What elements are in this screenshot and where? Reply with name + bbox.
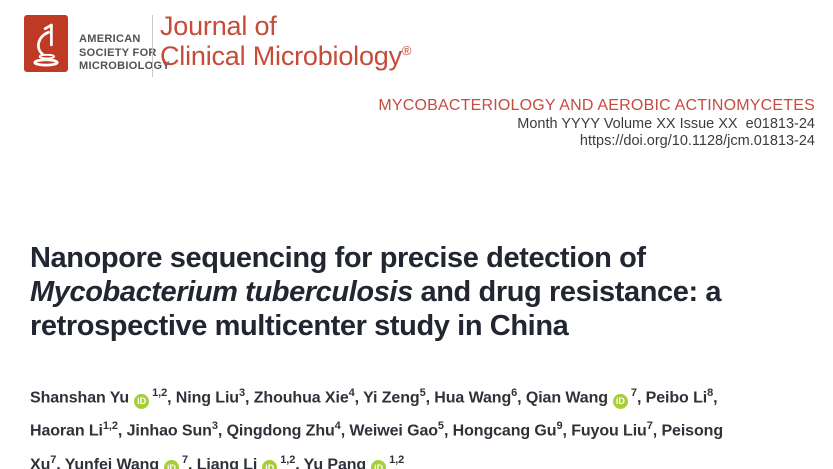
title-line: retrospective multicenter study in China [30, 309, 721, 343]
author-name[interactable]: Hongcang Gu [452, 422, 557, 440]
journal-title[interactable]: Journal of Clinical Microbiology® [160, 11, 411, 71]
asm-logo[interactable] [24, 15, 68, 72]
title-segment: retrospective multicenter study in China [30, 310, 569, 342]
author-name[interactable]: Fuyou Liu [571, 422, 647, 440]
author-separator: , [56, 455, 65, 469]
author-line: Haoran Li1,2, Jinhao Sun3, Qingdong Zhu4… [30, 412, 825, 445]
brand-divider [152, 15, 153, 77]
author-name[interactable]: Qingdong Zhu [226, 422, 335, 440]
author-name[interactable]: Yu Pang [303, 455, 367, 469]
journal-title-line1: Journal of [160, 11, 277, 41]
issue-citation: Month YYYY Volume XX Issue XX e01813-24 [517, 116, 815, 132]
author-separator: , [188, 455, 197, 469]
author-name[interactable]: Shanshan Yu [30, 389, 130, 407]
author-line: Xu7, Yunfei Wang iD7, Liang Li iD1,2, Yu P… [30, 446, 825, 469]
author-name[interactable]: Yi Zeng [363, 389, 420, 407]
affiliation-superscript: 7 [630, 387, 637, 399]
author-name[interactable]: Hua Wang [434, 389, 512, 407]
author-separator: , [245, 389, 254, 407]
author-name[interactable]: Peibo Li [645, 389, 708, 407]
asm-wordmark-line: SOCIETY FOR [79, 46, 157, 59]
title-segment: Nanopore sequencing for precise detectio… [30, 242, 646, 274]
affiliation-superscript: 1,2 [102, 420, 118, 433]
affiliation-superscript: 4 [348, 387, 355, 399]
title-italic-segment: Mycobacterium tuberculosis [30, 276, 413, 308]
microscope-icon [33, 23, 59, 66]
author-separator: , [517, 389, 526, 407]
author-name[interactable]: Zhouhua Xie [253, 389, 349, 407]
registered-trademark: ® [401, 43, 412, 58]
affiliation-superscript: 6 [511, 387, 518, 399]
author-separator: , [443, 422, 453, 440]
author-separator: , [713, 389, 718, 407]
affiliation-superscript: 1,2 [280, 453, 296, 466]
asm-wordmark-line: AMERICAN [79, 33, 141, 45]
orcid-icon[interactable]: iD [164, 460, 179, 469]
section-heading[interactable]: MYCOBACTERIOLOGY AND AEROBIC ACTINOMYCET… [378, 97, 815, 114]
affiliation-superscript: 1,2 [152, 387, 168, 399]
author-separator: , [354, 389, 364, 407]
author-name[interactable]: Xu [30, 455, 51, 469]
affiliation-superscript: 1,2 [389, 453, 405, 466]
asm-wordmark: AMERICAN SOCIETY FOR MICROBIOLOGY [79, 33, 170, 74]
author-name[interactable]: Yunfei Wang [64, 455, 159, 469]
author-list: Shanshan Yu iD1,2, Ning Liu3, Zhouhua Xie… [30, 379, 825, 469]
author-name[interactable]: Liang Li [196, 455, 258, 469]
author-name[interactable]: Peisong [661, 422, 723, 440]
title-segment: and drug resistance: a [412, 276, 722, 308]
article-title: Nanopore sequencing for precise detectio… [30, 241, 722, 343]
title-line: Mycobacterium tuberculosis and drug resi… [30, 275, 722, 309]
orcid-icon[interactable]: iD [371, 460, 387, 469]
affiliation-superscript: 4 [334, 420, 341, 433]
affiliation-superscript: 9 [556, 420, 563, 433]
author-separator: , [425, 389, 435, 407]
affiliation-superscript: 7 [50, 453, 57, 466]
author-separator: , [217, 422, 227, 440]
author-name[interactable]: Weiwei Gao [349, 422, 438, 440]
author-separator: , [295, 455, 304, 469]
orcid-icon[interactable]: iD [262, 460, 278, 469]
author-separator: , [562, 422, 572, 440]
doi-link[interactable]: https://doi.org/10.1128/jcm.01813-24 [579, 133, 815, 149]
journal-title-line2: Clinical Microbiology® [160, 41, 412, 71]
orcid-icon[interactable]: iD [134, 393, 150, 409]
author-name[interactable]: Qian Wang [525, 389, 608, 407]
affiliation-superscript: 3 [238, 387, 246, 399]
author-name[interactable]: Jinhao Sun [126, 422, 212, 440]
affiliation-superscript: 5 [419, 387, 426, 399]
author-line: Shanshan Yu iD1,2, Ning Liu3, Zhouhua Xie… [30, 379, 825, 412]
author-separator: , [117, 422, 127, 440]
asm-wordmark-line: MICROBIOLOGY [79, 60, 170, 72]
affiliation-superscript: 7 [182, 453, 189, 466]
author-name[interactable]: Haoran Li [30, 422, 103, 440]
title-line: Nanopore sequencing for precise detectio… [30, 241, 721, 275]
issue-info: MYCOBACTERIOLOGY AND AEROBIC ACTINOMYCET… [378, 96, 815, 150]
author-separator: , [652, 422, 662, 440]
affiliation-superscript: 3 [211, 420, 218, 433]
author-separator: , [340, 422, 350, 440]
affiliation-superscript: 8 [707, 387, 714, 399]
author-separator: , [167, 389, 176, 407]
affiliation-superscript: 7 [646, 420, 653, 433]
author-separator: , [636, 389, 646, 407]
author-name[interactable]: Ning Liu [175, 389, 239, 407]
affiliation-superscript: 5 [437, 420, 444, 433]
orcid-icon[interactable]: iD [612, 393, 628, 409]
